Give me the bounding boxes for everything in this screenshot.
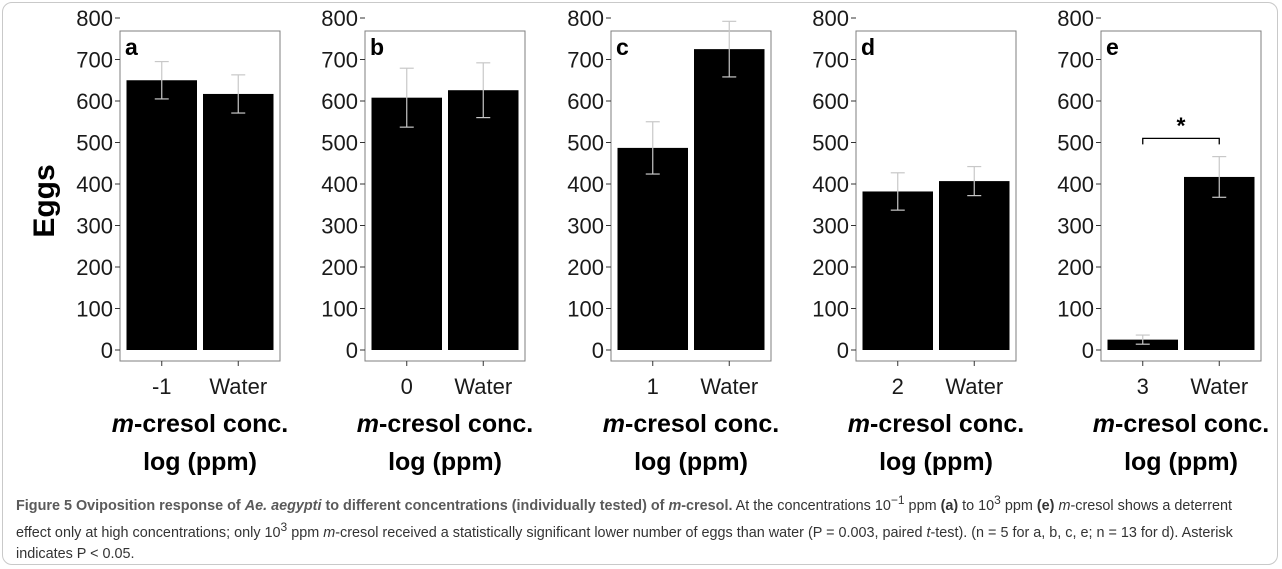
x-axis-label-units: log (ppm): [879, 448, 993, 476]
y-tick-label: 700: [812, 48, 849, 73]
significance-asterisk: *: [1177, 112, 1186, 138]
y-tick-label: 100: [321, 297, 358, 322]
bar: [448, 90, 519, 351]
x-axis-label: m-cresol conc.: [603, 410, 779, 438]
x-axis-label-units: log (ppm): [1124, 448, 1238, 476]
y-tick-label: 700: [321, 48, 358, 73]
y-tick-label: 100: [567, 297, 604, 322]
y-tick-label: 700: [76, 48, 113, 73]
y-tick-label: 600: [321, 89, 358, 114]
bar: [1107, 339, 1178, 350]
x-tick-label: -1: [152, 374, 172, 399]
y-tick-label: 400: [321, 172, 358, 197]
y-tick-label: 600: [567, 89, 604, 114]
x-tick-label: Water: [1190, 374, 1248, 399]
y-tick-label: 800: [76, 6, 113, 31]
panel-a: 0 100 200 300 400 500 600 700 800 a -1 Water m-creso…: [76, 6, 288, 476]
y-tick-label: 800: [321, 6, 358, 31]
y-tick-label: 500: [321, 131, 358, 156]
y-tick-label: 0: [592, 338, 604, 363]
panel-b: 0 100 200 300 400 500 600 700 800 b 0 Water m-cresol…: [321, 6, 533, 476]
panel-letter: b: [370, 34, 384, 60]
y-tick-label: 100: [812, 297, 849, 322]
x-tick-label: Water: [454, 374, 512, 399]
y-tick-label: 300: [1057, 214, 1094, 239]
y-tick-label: 500: [567, 131, 604, 156]
y-tick-label: 200: [1057, 255, 1094, 280]
x-axis-label: m-cresol conc.: [1093, 410, 1269, 438]
y-tick-label: 500: [812, 131, 849, 156]
y-tick-label: 300: [76, 214, 113, 239]
x-tick-label: 1: [647, 374, 659, 399]
y-tick-label: 0: [837, 338, 849, 363]
x-tick-label: 3: [1137, 374, 1149, 399]
x-tick-label: Water: [700, 374, 758, 399]
y-tick-label: 800: [567, 6, 604, 31]
x-tick-label: Water: [945, 374, 1003, 399]
y-tick-label: 600: [76, 89, 113, 114]
y-tick-label: 600: [812, 89, 849, 114]
y-tick-label: 300: [812, 214, 849, 239]
panel-letter: c: [616, 34, 629, 60]
y-tick-label: 500: [1057, 131, 1094, 156]
y-tick-label: 700: [567, 48, 604, 73]
bar: [617, 147, 688, 350]
x-tick-label: 0: [401, 374, 413, 399]
panel-d: 0 100 200 300 400 500 600 700 800 d 2 Water m-cresol…: [812, 6, 1024, 476]
y-axis-label: Eggs: [28, 164, 61, 237]
y-tick-label: 800: [812, 6, 849, 31]
bar: [939, 181, 1010, 350]
y-tick-label: 0: [101, 338, 113, 363]
y-tick-label: 200: [812, 255, 849, 280]
x-axis-label: m-cresol conc.: [848, 410, 1024, 438]
bar: [371, 97, 442, 351]
y-tick-label: 100: [76, 297, 113, 322]
y-tick-label: 200: [321, 255, 358, 280]
panel-letter: e: [1106, 34, 1119, 60]
x-tick-label: 2: [892, 374, 904, 399]
y-tick-label: 0: [346, 338, 358, 363]
panel-e: 0 100 200 300 400 500 600 700 800 e 3 Water * m-creso…: [1057, 6, 1269, 476]
y-tick-label: 100: [1057, 297, 1094, 322]
y-tick-label: 600: [1057, 89, 1094, 114]
y-tick-label: 400: [812, 172, 849, 197]
panel-letter: d: [861, 34, 875, 60]
caption-title: Figure 5 Oviposition response of Ae. aeg…: [16, 497, 733, 514]
x-axis-label: m-cresol conc.: [112, 410, 288, 438]
bar: [126, 80, 197, 350]
y-tick-label: 200: [76, 255, 113, 280]
y-tick-label: 400: [567, 172, 604, 197]
y-tick-label: 0: [1082, 338, 1094, 363]
bar: [1184, 176, 1255, 350]
x-tick-label: Water: [209, 374, 267, 399]
x-axis-label-units: log (ppm): [143, 448, 257, 476]
y-tick-label: 400: [76, 172, 113, 197]
y-tick-label: 800: [1057, 6, 1094, 31]
x-axis-label-units: log (ppm): [634, 448, 748, 476]
figure-caption: Figure 5 Oviposition response of Ae. aeg…: [16, 493, 1233, 562]
panel-c: 0 100 200 300 400 500 600 700 800 c 1 Water m-cresol…: [567, 6, 779, 476]
bar: [694, 49, 765, 350]
bar: [203, 93, 274, 350]
panel-letter: a: [125, 34, 138, 60]
y-tick-label: 200: [567, 255, 604, 280]
y-tick-label: 300: [321, 214, 358, 239]
significance-bracket: [1142, 137, 1220, 145]
y-tick-label: 700: [1057, 48, 1094, 73]
y-tick-label: 500: [76, 131, 113, 156]
x-axis-label: m-cresol conc.: [357, 410, 533, 438]
y-tick-label: 400: [1057, 172, 1094, 197]
bar: [862, 191, 933, 350]
y-tick-label: 300: [567, 214, 604, 239]
x-axis-label-units: log (ppm): [388, 448, 502, 476]
